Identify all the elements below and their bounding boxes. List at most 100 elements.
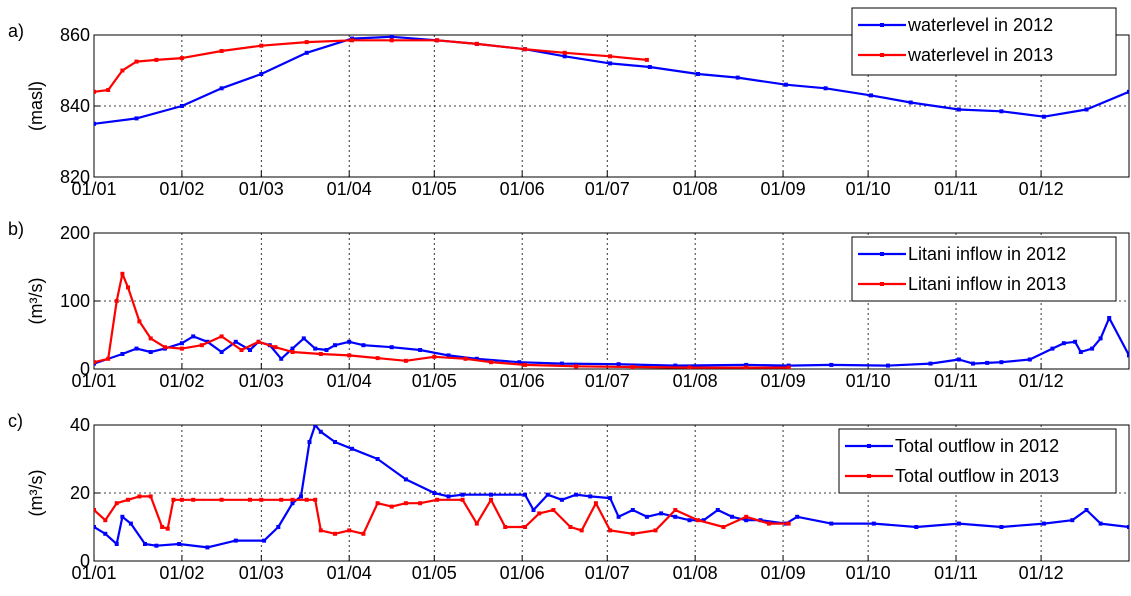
data-point	[154, 57, 159, 62]
data-point	[1027, 357, 1032, 362]
legend: waterlevel in 2012 waterlevel in 2013	[851, 7, 1117, 76]
legend-entry: waterlevel in 2012	[907, 15, 1053, 35]
legend-marker	[880, 23, 884, 27]
data-point	[219, 86, 224, 91]
data-point	[179, 346, 184, 351]
data-point	[403, 358, 408, 363]
data-point	[375, 457, 380, 461]
data-point	[568, 525, 573, 529]
legend-entry: waterlevel in 2013	[907, 45, 1053, 65]
data-point	[290, 346, 295, 351]
data-point	[783, 82, 788, 87]
data-point	[474, 41, 479, 46]
data-point	[647, 65, 652, 69]
x-tick-label: 01/02	[159, 179, 204, 199]
data-point	[766, 521, 771, 526]
data-point	[179, 104, 184, 108]
data-point	[256, 339, 261, 344]
x-tick-label: 01/09	[761, 371, 806, 391]
data-point	[908, 100, 913, 105]
data-point	[489, 360, 493, 365]
data-point	[389, 38, 394, 43]
x-tick-label: 01/04	[327, 371, 372, 391]
data-point	[134, 59, 139, 64]
data-point	[744, 518, 749, 523]
x-tick-label: 01/11	[934, 179, 978, 199]
data-point	[715, 508, 720, 512]
data-point	[128, 521, 133, 526]
data-point	[94, 525, 96, 529]
data-point	[318, 429, 323, 434]
data-point	[143, 542, 147, 546]
legend-marker	[867, 444, 871, 448]
data-point	[403, 501, 408, 506]
data-point	[273, 345, 278, 350]
data-point	[148, 350, 153, 354]
data-point	[120, 514, 125, 519]
data-point	[786, 365, 791, 369]
x-tick-label: 01/09	[761, 563, 806, 583]
data-point	[593, 501, 598, 506]
data-point	[630, 508, 635, 512]
data-point	[259, 72, 264, 76]
data-point	[1098, 336, 1103, 341]
data-point	[730, 514, 734, 519]
y-tick-label: 0	[80, 359, 90, 379]
y-tick-label: 860	[60, 25, 90, 45]
data-point	[94, 89, 96, 94]
data-point	[114, 299, 119, 303]
data-point	[696, 518, 700, 523]
data-point	[531, 508, 536, 512]
data-point	[985, 360, 990, 365]
data-point	[537, 511, 542, 516]
data-point	[1084, 107, 1089, 112]
data-point	[1050, 346, 1055, 351]
data-point	[290, 497, 295, 502]
data-point	[233, 339, 238, 344]
data-point	[304, 497, 309, 502]
x-tick-label: 01/12	[1019, 179, 1064, 199]
x-tick-label: 01/10	[846, 563, 891, 583]
x-tick-label: 01/01	[71, 179, 116, 199]
data-point	[177, 542, 182, 546]
series-2013	[94, 38, 649, 94]
data-point	[735, 75, 740, 80]
data-point	[120, 352, 125, 356]
panel-label: b)	[8, 219, 24, 239]
data-point	[432, 491, 437, 495]
data-point	[795, 514, 800, 519]
data-point	[463, 356, 468, 361]
data-point	[489, 497, 493, 502]
data-point	[171, 497, 176, 502]
data-point	[914, 525, 919, 529]
y-tick-label: 40	[70, 415, 90, 435]
y-axis-label: (masl)	[26, 81, 46, 131]
data-point	[191, 497, 196, 502]
data-point	[523, 492, 527, 497]
data-point	[134, 116, 139, 121]
data-point	[630, 365, 635, 369]
data-point	[523, 47, 527, 52]
data-point	[696, 72, 700, 76]
data-point	[616, 514, 621, 519]
panel-2: 01/01 01/02 01/03 01/04 01/05 01/06 01/07 01/08…	[8, 219, 1130, 391]
data-point	[659, 511, 664, 516]
data-point	[333, 343, 337, 348]
data-point	[126, 285, 130, 290]
data-point	[106, 356, 111, 361]
data-point	[318, 352, 323, 356]
x-tick-label: 01/10	[846, 179, 891, 199]
y-tick-label: 100	[60, 291, 90, 311]
data-point	[403, 477, 408, 482]
data-point	[94, 360, 96, 365]
x-tick-label: 01/04	[327, 179, 372, 199]
data-point	[687, 365, 692, 369]
data-point	[279, 497, 284, 502]
data-point	[460, 492, 465, 497]
data-point	[829, 521, 834, 526]
legend-marker	[880, 252, 884, 256]
data-point	[259, 497, 264, 502]
x-tick-label: 01/05	[412, 563, 457, 583]
data-point	[160, 525, 165, 529]
